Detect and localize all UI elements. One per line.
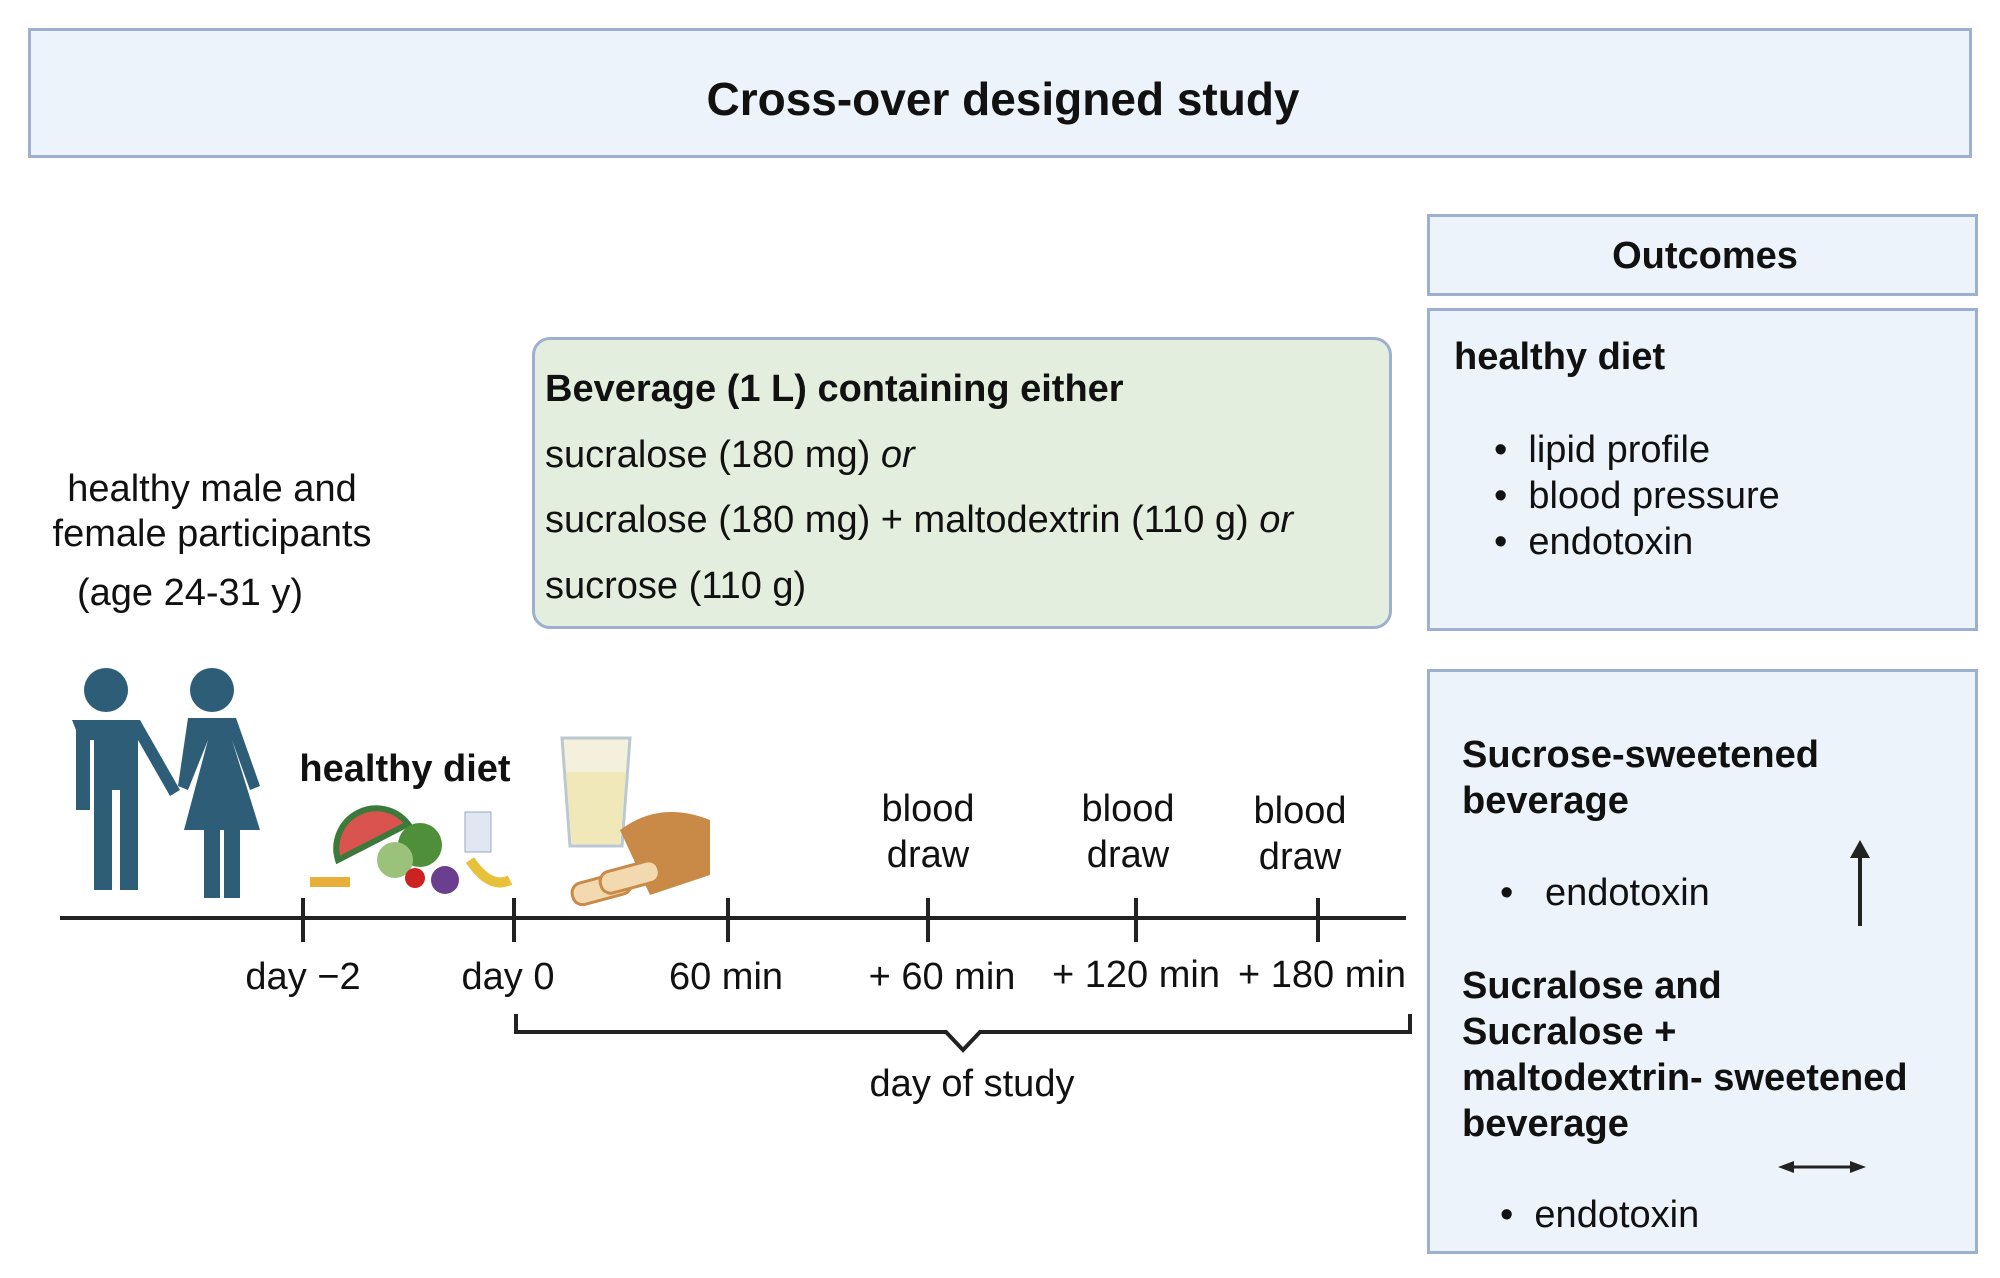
outcome-title: Sucralose +	[1462, 1011, 1677, 1053]
diet-label: healthy diet	[299, 748, 511, 790]
timeline-axis	[60, 898, 1406, 942]
blood-draw-l1: blood	[1253, 790, 1347, 832]
blood-draw-l2: draw	[1258, 836, 1342, 878]
people-icon	[72, 668, 260, 898]
item-text: lipid profile	[1528, 429, 1711, 471]
tick-label: day −2	[245, 956, 361, 998]
blood-draw-label: blood draw	[1082, 790, 1175, 874]
item-text: endotoxin	[1544, 872, 1710, 914]
bread-icon	[570, 812, 710, 907]
tick-label: + 60 min	[868, 956, 1016, 998]
beverage-box: Beverage (1 L) containing either sucralo…	[532, 337, 1392, 629]
outcome-title: healthy diet	[1454, 336, 1666, 378]
healthy-food-icon	[310, 805, 513, 894]
outcome-title: beverage	[1462, 780, 1629, 822]
beverage-option: sucrose (110 g)	[545, 567, 806, 605]
blood-draw-l1: blood	[1081, 788, 1175, 830]
blood-draw-l2: draw	[1086, 834, 1170, 876]
outcome-title: Sucralose and	[1462, 965, 1722, 1007]
item-text: endotoxin	[1528, 521, 1694, 563]
blood-draw-l2: draw	[886, 834, 970, 876]
arrow-up-head-icon	[1850, 840, 1870, 858]
outcome-item: • endotoxin	[1494, 521, 1694, 563]
tick-label: + 180 min	[1238, 954, 1406, 996]
participants-age: (age 24-31 y)	[76, 572, 304, 614]
beverage-option: sucralose (180 mg) or	[545, 436, 915, 474]
option-text: sucrose (110 g)	[545, 565, 807, 607]
item-text: endotoxin	[1534, 1194, 1700, 1236]
title-box: Cross-over designed study	[28, 28, 1972, 158]
tick-label: 60 min	[668, 956, 784, 998]
outcome-title: maltodextrin- sweetened	[1462, 1057, 1908, 1099]
option-text: sucralose (180 mg) + maltodextrin (110 g…	[545, 499, 1260, 541]
outcome-item: • blood pressure	[1494, 475, 1780, 517]
participants-line1: healthy male and	[67, 468, 357, 510]
outcome-title: Sucrose-sweetened	[1462, 734, 1819, 776]
diagram-title: Cross-over designed study	[706, 73, 1300, 125]
outcome-item: • endotoxin	[1500, 872, 1710, 914]
outcome-item: • endotoxin	[1500, 1194, 1700, 1236]
participants-line2: female participants	[52, 513, 372, 555]
day-of-study-bracket	[514, 1014, 1412, 1053]
beverage-heading: Beverage (1 L) containing either	[545, 368, 1124, 410]
option-connector: or	[1259, 499, 1294, 541]
outcome-title: beverage	[1462, 1103, 1629, 1145]
beverage-glass-icon	[560, 736, 632, 848]
outcomes-header: Outcomes	[1612, 235, 1798, 277]
outcomes-header-box: Outcomes	[1427, 214, 1978, 296]
blood-draw-label: blood draw	[1254, 792, 1347, 876]
beverage-option: sucralose (180 mg) + maltodextrin (110 g…	[545, 501, 1293, 539]
blood-draw-label: blood draw	[882, 790, 975, 874]
option-text: sucralose (180 mg)	[545, 434, 881, 476]
item-text: blood pressure	[1528, 475, 1780, 517]
blood-draw-l1: blood	[881, 788, 975, 830]
option-connector: or	[880, 434, 915, 476]
healthy-diet-outcome-box	[1427, 308, 1978, 631]
tick-label: + 120 min	[1052, 954, 1220, 996]
bracket-label: day of study	[869, 1063, 1075, 1105]
outcome-item: • lipid profile	[1494, 429, 1711, 471]
tick-label: day 0	[461, 956, 555, 998]
